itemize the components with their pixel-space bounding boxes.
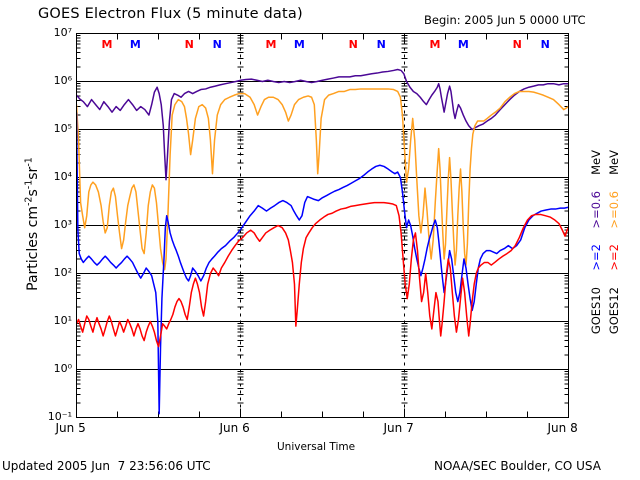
y-tick-label: 10⁰ — [53, 361, 72, 375]
legend-energy-06: >=0.6 — [607, 190, 621, 229]
top-marker-n: N — [540, 38, 550, 51]
top-marker-n: N — [376, 38, 386, 51]
y-tick-label: 10³ — [53, 217, 72, 231]
top-marker-m: M — [265, 38, 277, 51]
top-marker-n: N — [348, 38, 358, 51]
y-tick-label: 10⁷ — [53, 25, 72, 39]
x-tick-label: Jun 6 — [219, 421, 250, 435]
page-title: GOES Electron Flux (5 minute data) — [38, 6, 303, 22]
legend-unit: MeV — [589, 150, 603, 175]
top-marker-m: M — [293, 38, 305, 51]
top-marker-n: N — [512, 38, 522, 51]
legend-energy-2: >=2 — [589, 244, 603, 272]
top-marker-m: M — [101, 38, 113, 51]
top-marker-m: M — [457, 38, 469, 51]
top-marker-n: N — [184, 38, 194, 51]
x-tick-label: Jun 5 — [55, 421, 86, 435]
x-axis-label: Universal Time — [277, 441, 356, 453]
legend-unit: MeV — [607, 150, 621, 175]
y-tick-label: 10⁶ — [53, 73, 72, 87]
y-tick-label: 10⁵ — [53, 121, 72, 135]
legend-energy-2: >=2 — [607, 244, 621, 272]
y-tick-label: 10⁻¹ — [47, 409, 72, 423]
y-tick-label: 10¹ — [53, 313, 72, 327]
top-marker-n: N — [212, 38, 222, 51]
x-tick-label: Jun 8 — [547, 421, 578, 435]
y-tick-label: 10⁴ — [53, 169, 72, 183]
updated-timestamp: Updated 2005 Jun 7 23:56:06 UTC — [2, 459, 211, 473]
legend-satellite: GOES12 — [607, 287, 621, 335]
credit-label: NOAA/SEC Boulder, CO USA — [434, 459, 601, 473]
legend-column-goes10: MeV >=0.6 >=2 GOES10 — [589, 150, 605, 350]
top-marker-m: M — [129, 38, 141, 51]
y-tick-label: 10² — [53, 265, 72, 279]
legend-energy-06: >=0.6 — [589, 190, 603, 229]
x-tick-label: Jun 7 — [383, 421, 414, 435]
legend-satellite: GOES10 — [589, 287, 603, 335]
legend-column-goes12: MeV >=0.6 >=2 GOES12 — [607, 150, 623, 350]
begin-time-label: Begin: 2005 Jun 5 0000 UTC — [424, 13, 586, 27]
y-axis-label: Particles cm-2s-1sr-1 — [23, 157, 41, 291]
top-marker-m: M — [429, 38, 441, 51]
